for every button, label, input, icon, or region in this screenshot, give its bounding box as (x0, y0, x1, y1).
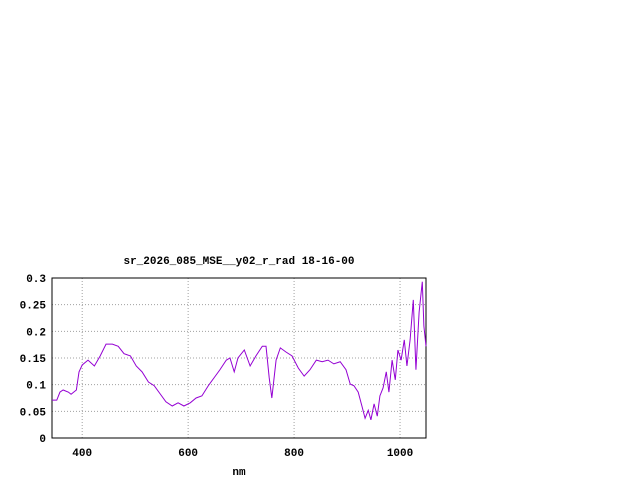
x-axis-label: nm (232, 467, 246, 479)
series-line (52, 281, 427, 420)
chart-title: sr_2026_085_MSE__y02_r_rad 18-16-00 (123, 256, 354, 268)
y-tick-label: 0.25 (20, 301, 47, 313)
y-tick-label: 0 (39, 434, 46, 446)
y-tick-label: 0.1 (26, 381, 46, 393)
y-tick-label: 0.2 (26, 327, 46, 339)
y-tick-label: 0.3 (26, 274, 46, 286)
plot-frame (51, 277, 427, 439)
x-tick-label: 400 (72, 448, 92, 460)
y-tick-label: 0.15 (20, 354, 47, 366)
x-tick-label: 800 (284, 448, 304, 460)
y-tick-label: 0.05 (20, 407, 47, 419)
x-tick-label: 1000 (387, 448, 413, 460)
x-tick-label: 600 (178, 448, 198, 460)
